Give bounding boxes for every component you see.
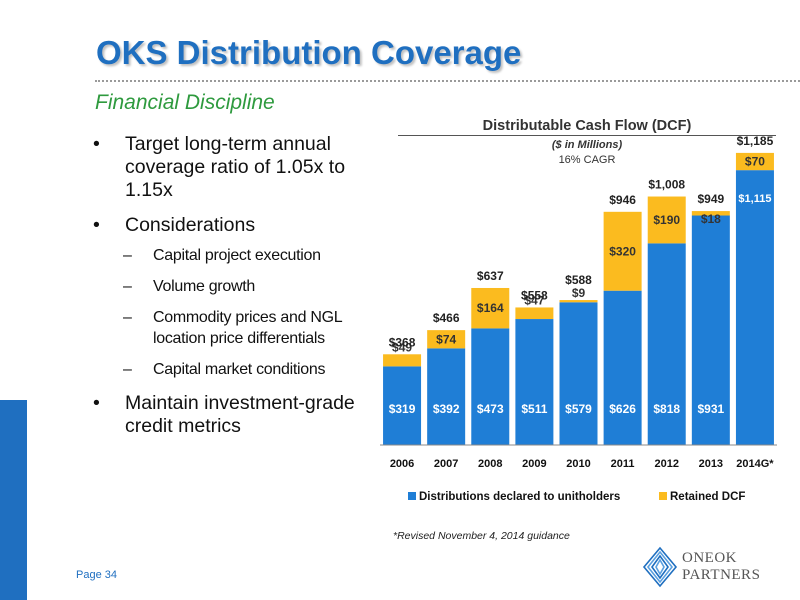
sub-bullet-item: – Volume growth bbox=[123, 278, 255, 295]
x-tick-label: 2007 bbox=[434, 458, 458, 470]
data-label-distributions: $511 bbox=[521, 402, 547, 416]
total-label: $1,185 bbox=[737, 134, 774, 148]
bar-retained bbox=[603, 211, 642, 291]
bar-distributions bbox=[647, 243, 686, 445]
bar-distributions bbox=[603, 290, 642, 445]
sub-bullet-text: Volume growth bbox=[153, 278, 255, 295]
bullet-item: • Target long-term annual coverage ratio … bbox=[93, 133, 383, 202]
bar-retained bbox=[515, 307, 554, 320]
total-label: $466 bbox=[433, 311, 460, 325]
bar-distributions bbox=[383, 366, 422, 445]
sub-bullet-text: Commodity prices and NGL location price … bbox=[153, 309, 342, 347]
total-label: $637 bbox=[477, 269, 504, 283]
sub-bullet-item: – Capital market conditions bbox=[123, 361, 326, 378]
footnote: *Revised November 4, 2014 guidance bbox=[393, 530, 570, 542]
total-label: $949 bbox=[697, 192, 724, 206]
legend-swatch-retained bbox=[659, 492, 667, 500]
sub-bullet-text: Capital market conditions bbox=[153, 361, 326, 378]
chart-subtitle: ($ in Millions) bbox=[551, 139, 623, 151]
bullet-text: Target long-term annual coverage ratio o… bbox=[125, 133, 346, 201]
bar-distributions bbox=[515, 319, 554, 445]
bar-distributions bbox=[735, 170, 774, 445]
data-label-retained: $190 bbox=[653, 213, 680, 227]
total-label: $588 bbox=[565, 273, 592, 287]
data-label-distributions: $1,115 bbox=[738, 193, 771, 205]
logo-wordmark: ONEOK PARTNERS bbox=[682, 550, 760, 584]
data-label-retained: $9 bbox=[572, 286, 586, 300]
data-label-retained: $47 bbox=[524, 293, 544, 307]
page-number: Page 34 bbox=[76, 569, 117, 581]
sub-bullet-item: – Capital project execution bbox=[123, 247, 321, 264]
bar-distributions bbox=[427, 348, 466, 445]
oneok-logo-icon bbox=[642, 546, 678, 588]
legend-label-distributions: Distributions declared to unitholders bbox=[419, 491, 620, 503]
data-label-distributions: $473 bbox=[477, 402, 504, 416]
total-label: $558 bbox=[521, 288, 548, 302]
data-label-retained: $74 bbox=[436, 332, 456, 346]
page-subtitle: Financial Discipline bbox=[95, 91, 275, 114]
bar-distributions bbox=[471, 328, 510, 445]
data-label-retained: $49 bbox=[392, 340, 412, 354]
bar-distributions bbox=[559, 302, 598, 445]
data-label-retained: $320 bbox=[609, 244, 636, 258]
bullet-text: Maintain investment-grade credit metrics bbox=[125, 392, 355, 437]
data-label-retained: $18 bbox=[701, 212, 721, 226]
legend-label-retained: Retained DCF bbox=[670, 491, 745, 503]
chart-annotation: 16% CAGR bbox=[558, 154, 616, 166]
accent-band bbox=[0, 400, 27, 600]
bullet-list: • Target long-term annual coverage ratio … bbox=[93, 133, 383, 450]
bar-retained bbox=[471, 287, 510, 329]
x-tick-label: 2010 bbox=[566, 458, 590, 470]
x-tick-label: 2008 bbox=[478, 458, 502, 470]
data-label-distributions: $579 bbox=[565, 402, 592, 416]
bar-retained bbox=[427, 330, 466, 349]
page-title: OKS Distribution Coverage bbox=[96, 34, 522, 71]
bar-retained bbox=[691, 211, 730, 216]
logo-line-2: PARTNERS bbox=[682, 567, 761, 583]
sub-bullet-text: Capital project execution bbox=[153, 247, 321, 264]
logo-line-1: ONEOK bbox=[682, 550, 737, 566]
legend-swatch-distributions bbox=[408, 492, 416, 500]
bullet-item: • Maintain investment-grade credit metric… bbox=[93, 392, 383, 438]
bar-retained bbox=[735, 152, 774, 171]
x-tick-label: 2012 bbox=[654, 458, 678, 470]
bar-retained bbox=[647, 196, 686, 244]
data-label-distributions: $931 bbox=[697, 402, 724, 416]
x-tick-label: 2013 bbox=[699, 458, 723, 470]
data-label-distributions: $818 bbox=[653, 402, 680, 416]
chart-title-rule bbox=[398, 135, 776, 136]
bar-retained bbox=[383, 354, 422, 367]
data-label-retained: $164 bbox=[477, 301, 504, 315]
total-label: $1,008 bbox=[648, 178, 685, 192]
bullet-text: Considerations bbox=[125, 214, 256, 236]
data-label-distributions: $392 bbox=[433, 402, 460, 416]
total-label: $946 bbox=[609, 193, 636, 207]
data-label-distributions: $626 bbox=[609, 402, 636, 416]
total-label: $368 bbox=[389, 335, 416, 349]
title-divider bbox=[95, 80, 800, 82]
sub-bullet-item: – Commodity prices and NGL location price… bbox=[123, 307, 383, 349]
bullet-item: • Considerations bbox=[93, 214, 256, 236]
x-tick-label: 2006 bbox=[390, 458, 414, 470]
x-tick-label: 2014G* bbox=[736, 458, 774, 470]
bar-distributions bbox=[691, 215, 730, 445]
data-label-retained: $70 bbox=[745, 155, 765, 169]
data-label-distributions: $319 bbox=[389, 402, 416, 416]
bar-retained bbox=[559, 300, 598, 303]
x-tick-label: 2011 bbox=[611, 458, 635, 470]
x-tick-label: 2009 bbox=[522, 458, 546, 470]
chart-title: Distributable Cash Flow (DCF) bbox=[482, 118, 692, 134]
